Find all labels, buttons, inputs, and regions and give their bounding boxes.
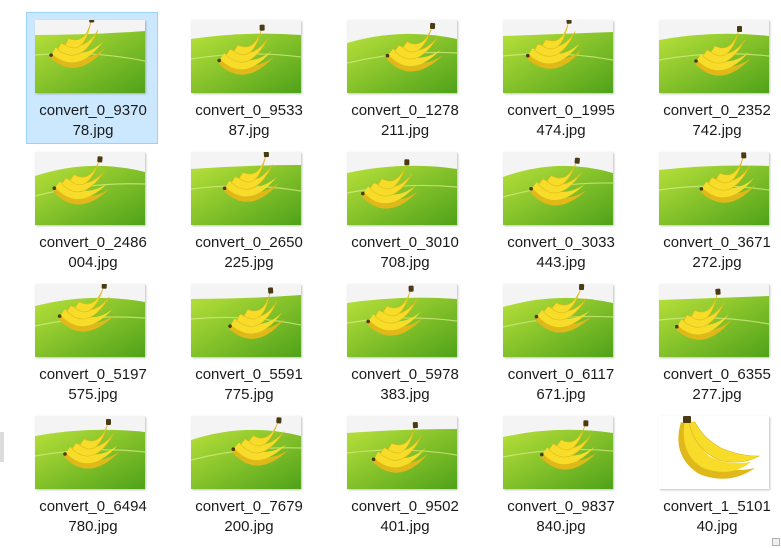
file-thumbnail — [347, 416, 457, 489]
banana-thumbnail-icon — [35, 152, 145, 225]
file-name-label: convert_0_5197 575.jpg — [39, 366, 147, 403]
banana-thumbnail-icon — [191, 20, 301, 93]
file-thumbnail — [191, 284, 301, 357]
file-name-label: convert_1_5101 40.jpg — [663, 498, 771, 535]
banana-thumbnail-icon — [191, 152, 301, 225]
file-item[interactable]: convert_0_1278 211.jpg — [338, 12, 470, 144]
banana-thumbnail-icon — [659, 152, 769, 225]
file-name-label: convert_0_9370 78.jpg — [39, 102, 147, 139]
file-thumbnail — [347, 20, 457, 93]
file-item[interactable]: convert_0_5197 575.jpg — [26, 276, 158, 408]
file-name-label: convert_0_2486 004.jpg — [39, 234, 147, 271]
banana-thumbnail-icon — [35, 416, 145, 489]
file-item[interactable]: convert_0_5978 383.jpg — [338, 276, 470, 408]
file-item[interactable]: convert_0_6494 780.jpg — [26, 408, 158, 540]
file-thumbnail — [191, 20, 301, 93]
file-thumbnail — [659, 416, 769, 489]
banana-thumbnail-icon — [503, 20, 613, 93]
banana-thumbnail-icon — [503, 416, 613, 489]
file-thumbnail — [503, 416, 613, 489]
file-thumbnail — [35, 416, 145, 489]
file-name-label: convert_0_3033 443.jpg — [507, 234, 615, 271]
banana-thumbnail-icon — [191, 284, 301, 357]
file-thumbnail — [347, 152, 457, 225]
file-item[interactable]: convert_0_3671 272.jpg — [650, 144, 781, 276]
banana-thumbnail-icon — [35, 20, 145, 93]
file-thumbnail — [659, 152, 769, 225]
banana-thumbnail-icon — [347, 284, 457, 357]
banana-thumbnail-icon — [191, 416, 301, 489]
file-thumbnail — [347, 284, 457, 357]
file-name-label: convert_0_6117 671.jpg — [507, 366, 615, 403]
file-item[interactable]: convert_1_5101 40.jpg — [650, 408, 781, 540]
file-name-label: convert_0_9502 401.jpg — [351, 498, 459, 535]
file-item[interactable]: convert_0_7679 200.jpg — [182, 408, 314, 540]
file-item[interactable]: convert_0_6117 671.jpg — [494, 276, 626, 408]
file-name-label: convert_0_5591 775.jpg — [195, 366, 303, 403]
file-grid: convert_0_9370 78.jpg convert_0_9533 87.… — [26, 12, 781, 540]
file-item[interactable]: convert_0_2650 225.jpg — [182, 144, 314, 276]
file-item[interactable]: convert_0_2486 004.jpg — [26, 144, 158, 276]
file-name-label: convert_0_9533 87.jpg — [195, 102, 303, 139]
file-item[interactable]: convert_0_1995 474.jpg — [494, 12, 626, 144]
file-item[interactable]: convert_0_2352 742.jpg — [650, 12, 781, 144]
file-name-label: convert_0_7679 200.jpg — [195, 498, 303, 535]
banana-thumbnail-icon — [347, 152, 457, 225]
file-name-label: convert_0_5978 383.jpg — [351, 366, 459, 403]
file-thumbnail — [191, 416, 301, 489]
scroll-edge-marker — [0, 432, 4, 462]
file-item[interactable]: convert_0_9533 87.jpg — [182, 12, 314, 144]
file-item[interactable]: convert_0_6355 277.jpg — [650, 276, 781, 408]
file-thumbnail — [659, 284, 769, 357]
file-thumbnail — [35, 284, 145, 357]
banana-thumbnail-icon — [659, 20, 769, 93]
banana-thumbnail-icon — [35, 284, 145, 357]
banana-thumbnail-icon — [659, 284, 769, 357]
file-thumbnail — [503, 152, 613, 225]
file-item[interactable]: convert_0_9502 401.jpg — [338, 408, 470, 540]
file-name-label: convert_0_6494 780.jpg — [39, 498, 147, 535]
file-thumbnail — [35, 20, 145, 93]
file-name-label: convert_0_9837 840.jpg — [507, 498, 615, 535]
file-thumbnail — [191, 152, 301, 225]
banana-thumbnail-icon — [659, 416, 769, 489]
file-item[interactable]: convert_0_9370 78.jpg — [26, 12, 158, 144]
file-name-label: convert_0_6355 277.jpg — [663, 366, 771, 403]
banana-thumbnail-icon — [347, 416, 457, 489]
file-item[interactable]: convert_0_9837 840.jpg — [494, 408, 626, 540]
file-item[interactable]: convert_0_3010 708.jpg — [338, 144, 470, 276]
file-name-label: convert_0_3010 708.jpg — [351, 234, 459, 271]
file-name-label: convert_0_2352 742.jpg — [663, 102, 771, 139]
banana-thumbnail-icon — [503, 152, 613, 225]
file-item[interactable]: convert_0_5591 775.jpg — [182, 276, 314, 408]
file-name-label: convert_0_1995 474.jpg — [507, 102, 615, 139]
file-name-label: convert_0_1278 211.jpg — [351, 102, 459, 139]
file-item[interactable]: convert_0_3033 443.jpg — [494, 144, 626, 276]
file-name-label: convert_0_2650 225.jpg — [195, 234, 303, 271]
banana-thumbnail-icon — [347, 20, 457, 93]
file-thumbnail — [503, 284, 613, 357]
resize-grip[interactable] — [772, 538, 780, 546]
file-name-label: convert_0_3671 272.jpg — [663, 234, 771, 271]
file-thumbnail — [659, 20, 769, 93]
file-thumbnail — [35, 152, 145, 225]
banana-thumbnail-icon — [503, 284, 613, 357]
file-thumbnail — [503, 20, 613, 93]
